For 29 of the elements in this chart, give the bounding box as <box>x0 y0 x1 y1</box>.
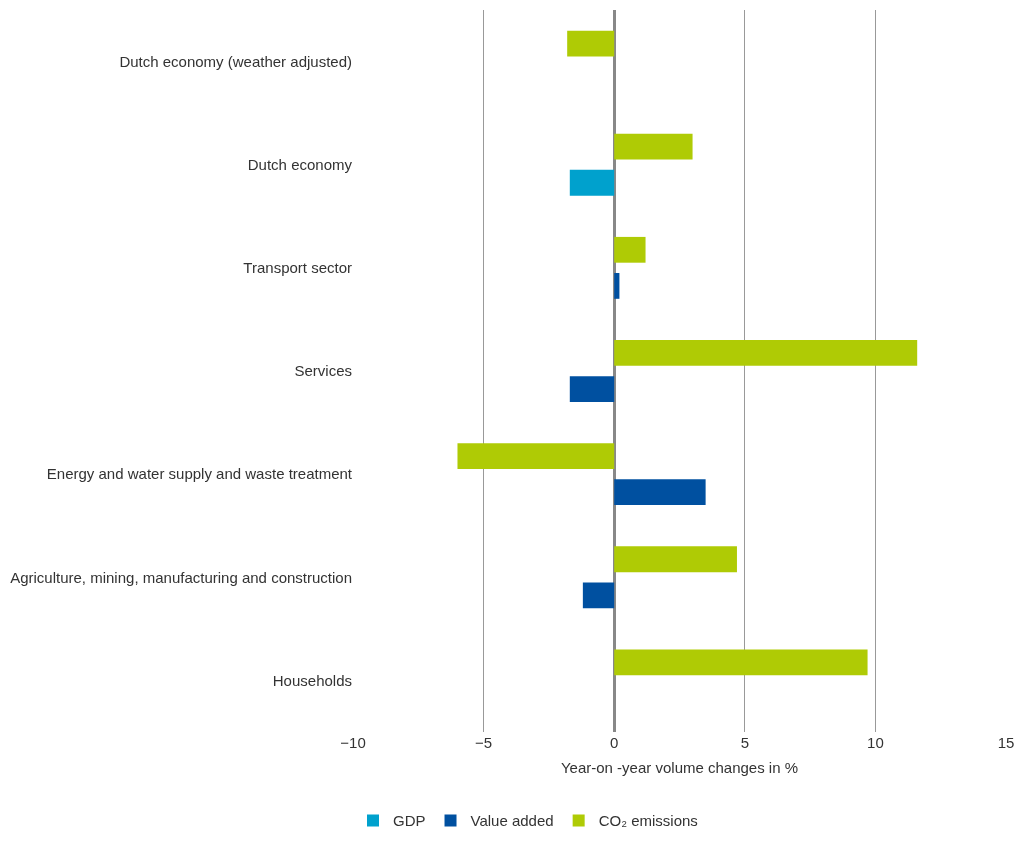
y-tick-label: Dutch economy <box>247 155 353 173</box>
x-axis-title: Year-on -year volume changes in % <box>560 759 799 776</box>
bar <box>569 169 615 196</box>
x-tick-label: 10 <box>867 734 884 751</box>
y-tick-label: Agriculture, mining, manufacturing and construction <box>10 568 352 586</box>
bar <box>614 546 737 573</box>
y-tick-label: Transport sector <box>243 259 352 277</box>
bar <box>614 340 918 366</box>
bar <box>457 443 615 469</box>
bar <box>614 479 706 506</box>
bar <box>614 273 620 299</box>
bar <box>582 582 615 609</box>
y-tick-label: Services <box>294 362 352 380</box>
y-tick-label: Dutch economy (weather adjusted) <box>119 52 352 70</box>
x-tick-label: 15 <box>997 734 1015 751</box>
bar <box>567 30 615 57</box>
y-tick-label: Energy and water supply and waste treatment <box>46 465 353 483</box>
x-tick-label: −10 <box>340 734 366 751</box>
x-tick-label: −5 <box>475 734 493 751</box>
legend-label: CO₂ emissions <box>598 812 698 830</box>
bar <box>614 649 868 676</box>
bar <box>569 376 615 402</box>
bar <box>614 133 693 160</box>
x-tick-label: 0 <box>610 734 619 751</box>
legend-label: GDP <box>393 812 426 830</box>
bar <box>614 236 646 263</box>
y-tick-label: Households <box>272 671 352 689</box>
x-tick-label: 5 <box>740 734 749 751</box>
legend-label: Value added <box>470 812 554 830</box>
